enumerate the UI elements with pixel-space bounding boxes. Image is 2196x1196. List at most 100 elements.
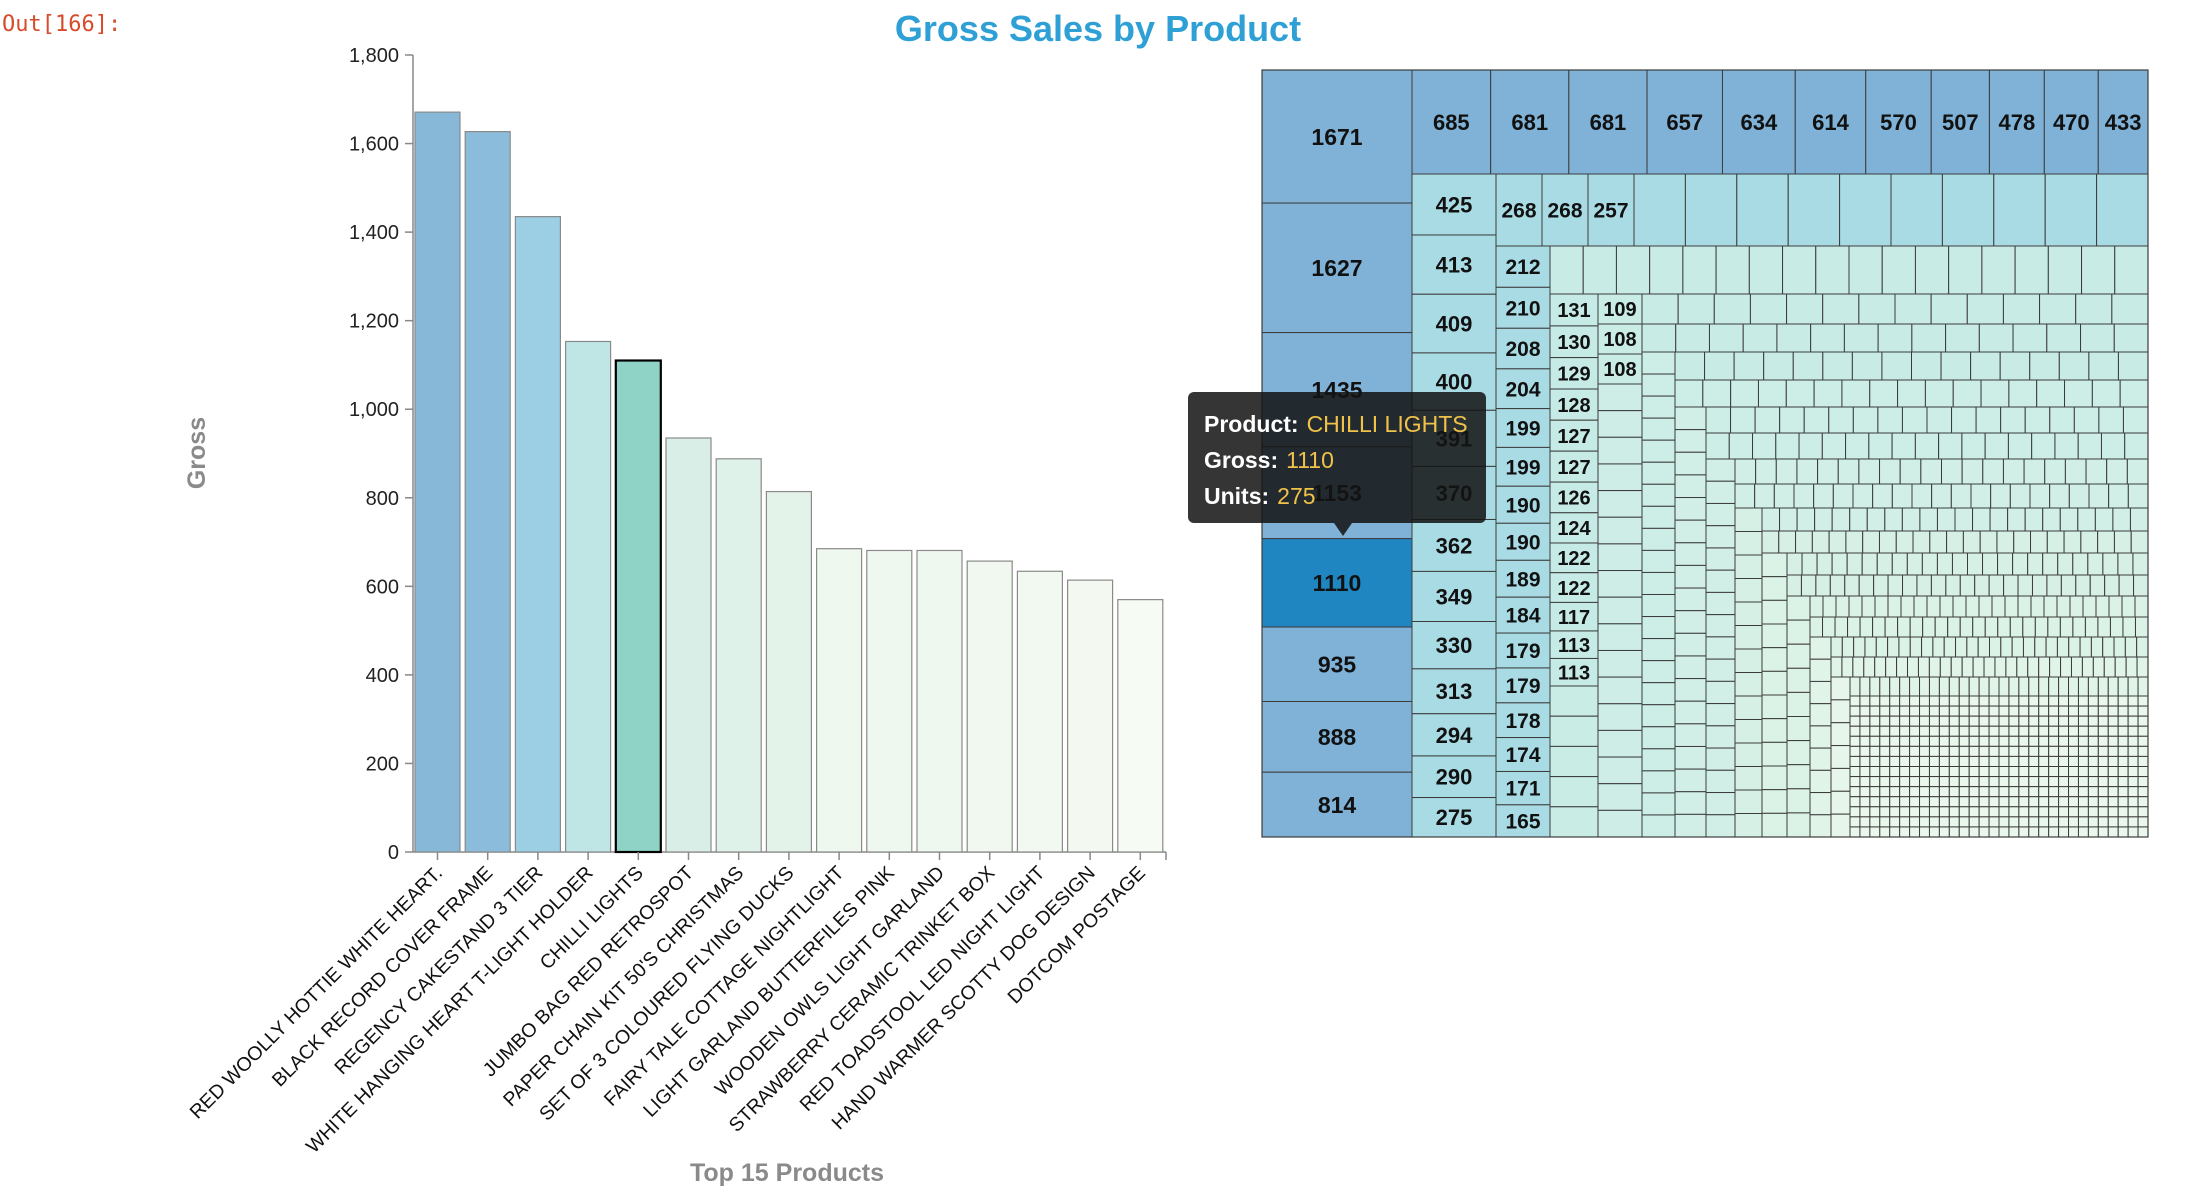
treemap-cell [2127, 766, 2139, 778]
treemap-cell [1948, 806, 1960, 818]
treemap-cell [1938, 766, 1950, 778]
treemap-cell [2107, 786, 2119, 798]
treemap-cell [1848, 595, 1863, 618]
treemap-cell [1849, 735, 1861, 747]
treemap-cell-label: 349 [1436, 584, 1473, 609]
treemap-cell [2048, 766, 2060, 778]
treemap-cell [1948, 705, 1960, 717]
treemap-cell [2125, 656, 2138, 678]
treemap-cell [2028, 705, 2040, 717]
treemap-cell [1978, 735, 1990, 747]
treemap-cell [1734, 813, 1763, 838]
treemap-cell-label: 126 [1557, 488, 1590, 510]
treemap-cell [1786, 667, 1811, 693]
treemap-cell [2088, 351, 2119, 381]
treemap-cell [2049, 406, 2075, 434]
treemap-cell [2107, 755, 2119, 768]
treemap-cell [1919, 725, 1930, 737]
treemap-cell [2058, 816, 2070, 828]
treemap-cell [2137, 705, 2149, 717]
treemap-cell [2047, 245, 2083, 295]
treemap-cell [1958, 796, 1970, 808]
treemap-cell [2137, 816, 2149, 828]
treemap-cell [1998, 796, 2010, 808]
treemap-cell [1948, 725, 1960, 737]
treemap-cell [1849, 507, 1868, 532]
treemap-cell-label: 275 [1436, 805, 1473, 830]
treemap-cell [1633, 173, 1686, 247]
treemap-cell [1948, 715, 1960, 727]
treemap-cell [1495, 245, 1551, 288]
treemap-cell-label: 657 [1666, 110, 1703, 135]
treemap-cell [2018, 786, 2030, 798]
treemap-cell [1809, 680, 1832, 705]
treemap-cell [1597, 353, 1643, 385]
treemap-cell-label: 1110 [1313, 570, 1362, 596]
treemap-cell [1958, 806, 1970, 818]
treemap-cell [1641, 351, 1676, 375]
treemap-cell [1959, 616, 1974, 638]
treemap-cell [1495, 446, 1551, 487]
treemap-cell [2058, 705, 2070, 717]
treemap-cell [1786, 764, 1811, 790]
treemap-cell [2117, 826, 2129, 838]
treemap-cell [2008, 705, 2020, 717]
treemap-cell [1968, 826, 1980, 838]
treemap-cell [2068, 766, 2079, 778]
treemap-cell [1872, 483, 1893, 509]
treemap-cell [1958, 786, 1970, 798]
treemap-cell [1597, 410, 1643, 438]
treemap-cell [1899, 826, 1911, 838]
treemap-cell [2028, 715, 2040, 727]
treemap-cell [1849, 705, 1861, 717]
treemap-cell [1549, 745, 1599, 778]
treemap-cell [1830, 813, 1851, 838]
treemap-cell [2048, 806, 2060, 818]
treemap-cell [1909, 786, 1921, 798]
treemap-cell [1909, 806, 1921, 818]
treemap-cell [2081, 245, 2116, 295]
treemap-cell [1988, 735, 2000, 747]
treemap-cell [1941, 458, 1963, 485]
treemap-cell [1779, 406, 1805, 434]
treemap-cell [2097, 806, 2109, 818]
treemap-cell [1641, 682, 1676, 706]
treemap-cell [1754, 483, 1775, 509]
treemap-cell [1761, 718, 1788, 743]
treemap-cell [2075, 293, 2113, 325]
treemap-cell [1901, 406, 1928, 434]
treemap-cell [1641, 417, 1676, 441]
treemap-cell [1919, 816, 1930, 828]
treemap-cell [1786, 716, 1811, 742]
tooltip-pointer [1334, 523, 1352, 536]
treemap-cell [2107, 676, 2119, 697]
treemap-cell [2087, 745, 2099, 757]
treemap-cell [1988, 826, 2000, 838]
treemap-cell [1955, 636, 1968, 658]
treemap-cell [2048, 745, 2060, 757]
treemap-cell [1977, 636, 1991, 658]
treemap-cell [1862, 530, 1880, 554]
treemap-cell [2087, 725, 2099, 737]
treemap-cell [2087, 552, 2104, 576]
treemap-cell [1705, 814, 1736, 838]
treemap-cell [1684, 173, 1738, 247]
treemap-cell [2129, 507, 2149, 532]
treemap-cell [2107, 705, 2119, 717]
treemap-cell [2094, 507, 2114, 532]
treemap-cell [2117, 735, 2129, 747]
treemap-cell [1845, 432, 1870, 460]
bar [1066, 579, 1114, 853]
treemap-cell [2042, 507, 2061, 532]
treemap-cell [2068, 735, 2079, 747]
treemap-cell [2097, 766, 2109, 778]
treemap-cell-label: 814 [1318, 792, 1357, 818]
treemap-cell [2004, 595, 2019, 618]
treemap-cell [1809, 769, 1832, 794]
treemap-cell [1938, 705, 1950, 717]
treemap-cell [2014, 245, 2049, 295]
treemap-cell [1849, 796, 1861, 808]
treemap-cell [1761, 599, 1788, 625]
treemap-cell [2008, 725, 2020, 737]
treemap-cell [2113, 530, 2132, 554]
